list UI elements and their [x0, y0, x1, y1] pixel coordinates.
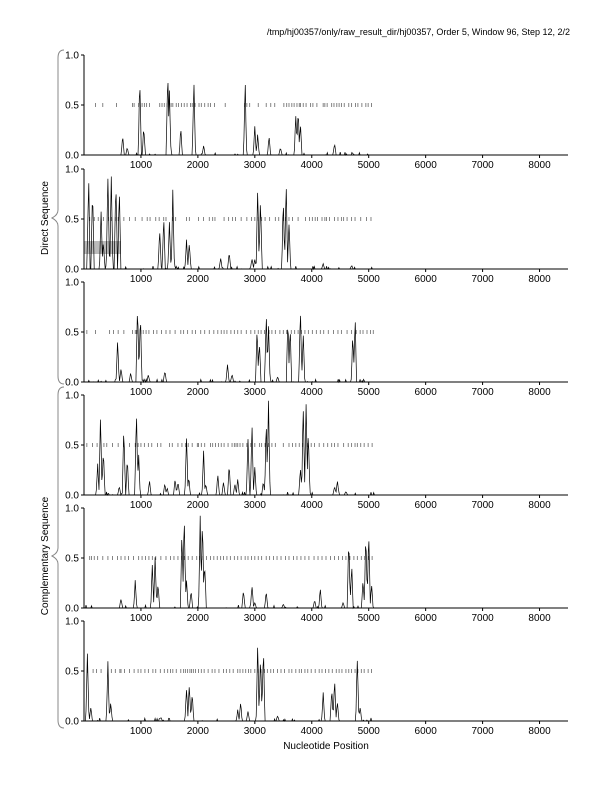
- direct-sequence-label: Direct Sequence: [40, 181, 51, 255]
- x-tick-label: 8000: [528, 274, 551, 285]
- x-tick-label: 5000: [358, 274, 381, 285]
- x-tick-label: 2000: [187, 387, 210, 398]
- x-tick-label: 2000: [187, 274, 210, 285]
- x-tick-label: 5000: [358, 500, 381, 511]
- x-tick-label: 8000: [528, 500, 551, 511]
- x-tick-label: 5000: [358, 387, 381, 398]
- complementary-sequence-label: Complementary Sequence: [40, 496, 51, 615]
- x-tick-label: 3000: [244, 726, 267, 737]
- x-tick-label: 2000: [187, 613, 210, 624]
- x-tick-label: 1000: [130, 274, 153, 285]
- panels-layer: 0.0 0.5 1.0 1000 2000 3000 4000 5000 6000 7000 800…: [65, 51, 568, 737]
- y-tick-label: 0.5: [65, 667, 79, 678]
- x-tick-label: 3000: [244, 274, 267, 285]
- x-tick-label: 5000: [358, 613, 381, 624]
- signal-line: [84, 647, 568, 722]
- y-tick-label: 0.0: [65, 378, 79, 389]
- x-tick-label: 8000: [528, 160, 551, 171]
- x-tick-label: 4000: [301, 500, 324, 511]
- complementary-frame-1: 0.0 0.5 1.0 1000 2000 3000 4000 5000 6000 7000 800…: [65, 391, 568, 511]
- x-tick-label: 2000: [187, 160, 210, 171]
- x-tick-label: 7000: [471, 613, 494, 624]
- x-tick-label: 1000: [130, 160, 153, 171]
- y-tick-label: 0.5: [65, 554, 79, 565]
- x-tick-label: 7000: [471, 274, 494, 285]
- x-tick-label: 7000: [471, 387, 494, 398]
- x-tick-label: 6000: [415, 500, 438, 511]
- x-tick-label: 4000: [301, 613, 324, 624]
- signal-line: [84, 315, 568, 384]
- x-tick-label: 4000: [301, 387, 324, 398]
- x-tick-label: 8000: [528, 387, 551, 398]
- x-tick-label: 4000: [301, 274, 324, 285]
- chart-header: /tmp/hj00357/only/raw_result_dir/hj00357…: [267, 27, 570, 37]
- x-tick-label: 5000: [358, 160, 381, 171]
- signal-line: [84, 82, 568, 156]
- y-tick-label: 0.5: [65, 101, 79, 112]
- x-tick-label: 3000: [244, 500, 267, 511]
- signal-line: [83, 515, 568, 610]
- x-tick-label: 7000: [471, 726, 494, 737]
- direct-frame-2: 0.0 0.5 1.0 1000 2000 3000 4000 5000 6000 7000 800…: [65, 165, 568, 285]
- x-tick-label: 3000: [244, 387, 267, 398]
- x-tick-label: 7000: [471, 160, 494, 171]
- x-tick-label: 8000: [528, 613, 551, 624]
- y-tick-label: 0.5: [65, 215, 79, 226]
- signal-line: [84, 176, 568, 271]
- x-tick-label: 1000: [130, 500, 153, 511]
- x-tick-label: 4000: [301, 726, 324, 737]
- complementary-frame-2: 0.0 0.5 1.0 1000 2000 3000 4000 5000 6000 7000 800…: [65, 504, 568, 624]
- y-tick-label: 0.0: [65, 717, 79, 728]
- y-tick-label: 0.5: [65, 328, 79, 339]
- y-tick-label: 1.0: [65, 278, 79, 289]
- y-tick-label: 0.0: [65, 491, 79, 502]
- group-bracket-complementary: [50, 386, 65, 729]
- x-tick-label: 4000: [301, 160, 324, 171]
- group-bracket-direct: [50, 49, 65, 385]
- x-tick-label: 1000: [130, 726, 153, 737]
- direct-frame-3: 0.0 0.5 1.0 1000 2000 3000 4000 5000 6000 7000 800…: [65, 278, 568, 398]
- y-tick-label: 1.0: [65, 391, 79, 402]
- x-tick-label: 3000: [244, 160, 267, 171]
- x-tick-label: 6000: [415, 274, 438, 285]
- y-tick-label: 0.0: [65, 151, 79, 162]
- y-tick-label: 1.0: [65, 51, 79, 62]
- y-tick-label: 1.0: [65, 504, 79, 515]
- x-tick-label: 6000: [415, 160, 438, 171]
- x-tick-label: 7000: [471, 500, 494, 511]
- x-tick-label: 1000: [130, 387, 153, 398]
- x-tick-label: 6000: [415, 613, 438, 624]
- y-tick-label: 0.0: [65, 604, 79, 615]
- x-tick-label: 5000: [358, 726, 381, 737]
- y-tick-label: 1.0: [65, 617, 79, 628]
- direct-frame-1: 0.0 0.5 1.0 1000 2000 3000 4000 5000 6000 7000 800…: [65, 51, 568, 171]
- x-axis-title: Nucleotide Position: [283, 741, 369, 752]
- x-tick-label: 6000: [415, 387, 438, 398]
- x-tick-label: 6000: [415, 726, 438, 737]
- x-tick-label: 2000: [187, 726, 210, 737]
- y-tick-label: 1.0: [65, 165, 79, 176]
- x-tick-label: 3000: [244, 613, 267, 624]
- x-tick-label: 2000: [187, 500, 210, 511]
- y-tick-label: 0.5: [65, 441, 79, 452]
- x-tick-label: 1000: [130, 613, 153, 624]
- complementary-frame-3: 0.0 0.5 1.0 1000 2000 3000 4000 5000 6000 7000 800…: [65, 617, 568, 737]
- signal-line: [84, 400, 568, 497]
- x-tick-label: 8000: [528, 726, 551, 737]
- highlight-region: [84, 241, 122, 254]
- y-tick-label: 0.0: [65, 265, 79, 276]
